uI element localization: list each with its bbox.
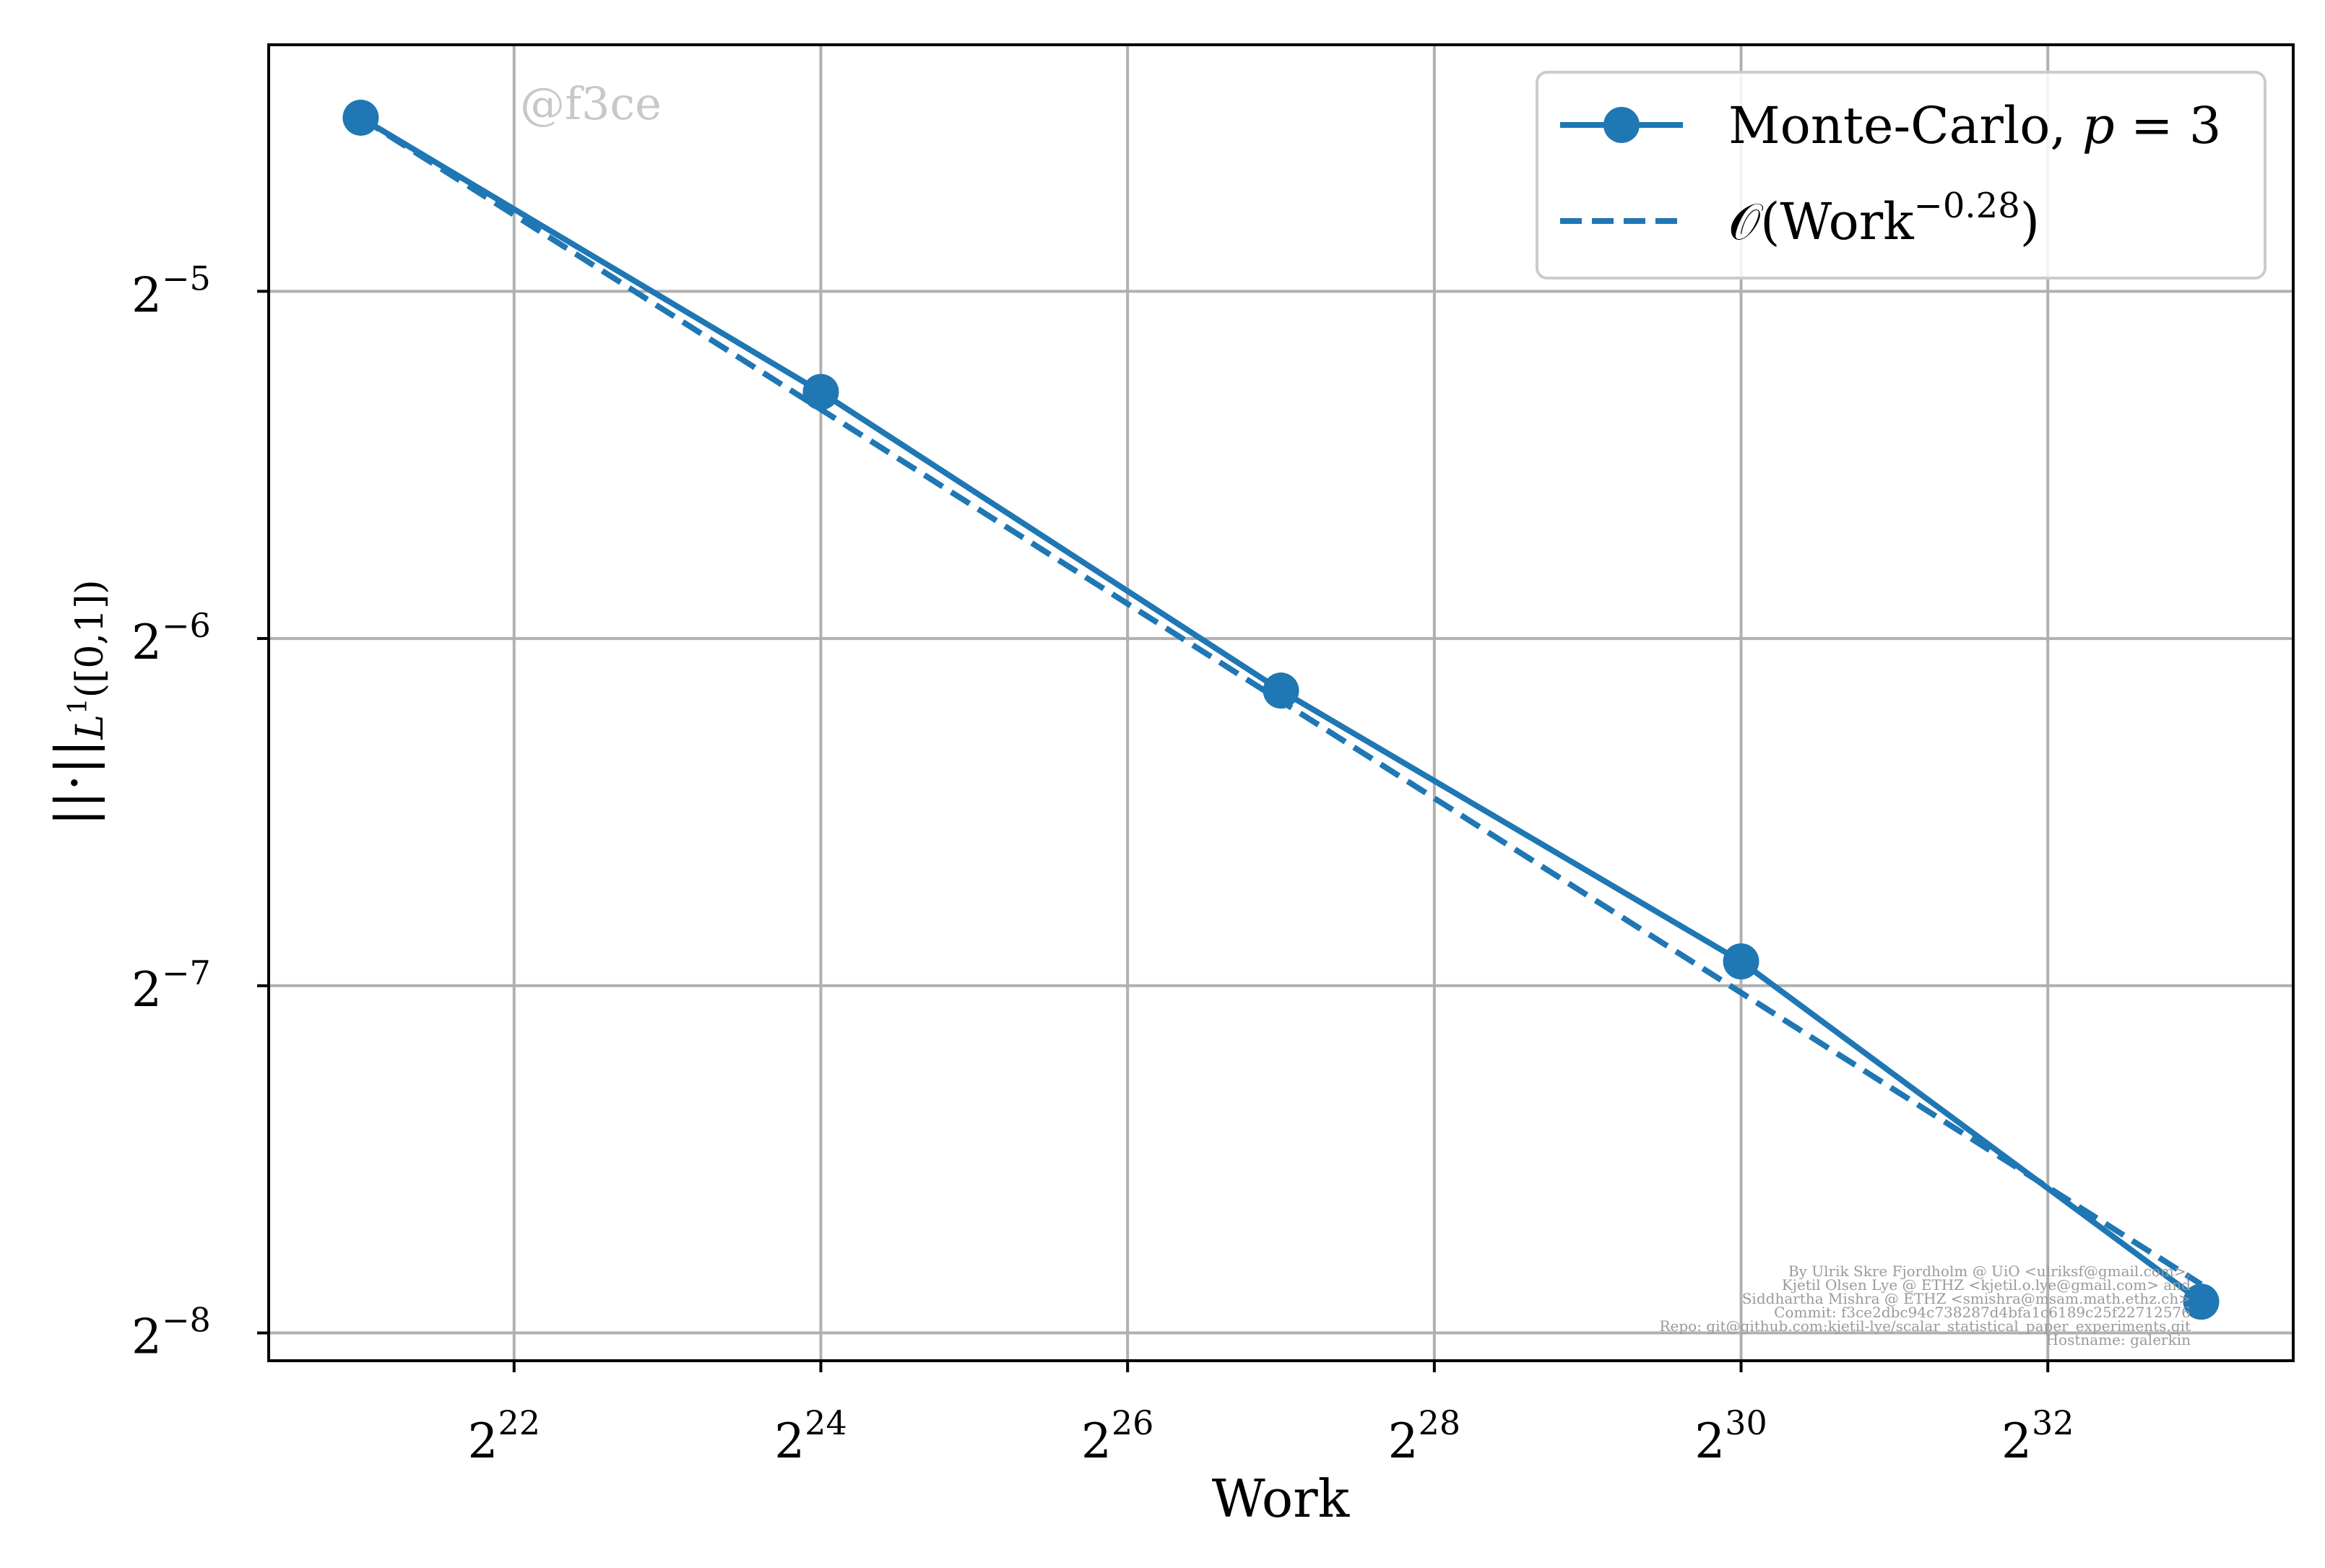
- y-tick-base: 2: [131, 962, 162, 1018]
- legend: Monte-Carlo, p = 3 𝒪(Work−0.28): [1536, 71, 2266, 280]
- x-tick-exp: 30: [1725, 1403, 1767, 1442]
- credits-line: Siddhartha Mishra @ ETHZ <smishra@msam.m…: [1742, 1290, 2191, 1307]
- x-tick-label: 226: [1081, 1403, 1154, 1469]
- legend-label-monte-carlo: Monte-Carlo, p = 3: [1728, 96, 2221, 155]
- svg-text:||·||L1([0,1]): ||·||L1([0,1]): [44, 579, 112, 826]
- credits-line: By Ulrik Skre Fjordholm @ UiO <ulriksf@g…: [1788, 1262, 2191, 1280]
- x-tick-base: 2: [1694, 1413, 1725, 1469]
- credits-line: Repo: git@github.com:kjetil-lye/scalar_s…: [1659, 1317, 2191, 1335]
- credits-block: By Ulrik Skre Fjordholm @ UiO <ulriksf@g…: [1659, 1262, 2191, 1348]
- watermark: @f3ce: [520, 77, 662, 130]
- series-layer: [342, 99, 2220, 1320]
- legend-label-fit-sup: −0.28: [1914, 186, 2020, 226]
- x-tick-exp: 32: [2032, 1403, 2074, 1442]
- y-tick-label: 2−7: [131, 953, 211, 1018]
- x-tick-base: 2: [1388, 1413, 1419, 1469]
- x-tick-base: 2: [774, 1413, 805, 1469]
- x-tick-base: 2: [2001, 1413, 2032, 1469]
- x-tick-base: 2: [1081, 1413, 1112, 1469]
- legend-label-monte-carlo-var: p: [2082, 96, 2115, 155]
- x-tick-exp: 28: [1419, 1403, 1461, 1442]
- data-point: [1263, 672, 1299, 709]
- legend-marker-monte-carlo: [1603, 107, 1640, 143]
- y-tick-label: 2−6: [131, 606, 211, 670]
- series-line-1: [359, 115, 2203, 1287]
- y-tick-exp: −8: [162, 1301, 211, 1340]
- x-tick-label: 224: [774, 1403, 847, 1469]
- y-tick-base: 2: [131, 1309, 162, 1365]
- y-tick-base: 2: [131, 615, 162, 670]
- credits-line: Commit: f3ce2dbc94c738287d4bfa1c6189c25f…: [1774, 1304, 2191, 1321]
- x-axis-label: Work: [1212, 1468, 1351, 1529]
- legend-label-fit-main: 𝒪(Work: [1728, 192, 1914, 251]
- legend-box: [1536, 71, 2266, 280]
- x-tick-label: 228: [1388, 1403, 1461, 1469]
- x-tick-base: 2: [467, 1413, 498, 1469]
- y-tick-label: 2−8: [131, 1301, 211, 1365]
- data-point: [802, 373, 839, 410]
- plot-frame: [267, 43, 2295, 1362]
- credits-line: Kjetil Olsen Lye @ ETHZ <kjetil.o.lye@gm…: [1782, 1276, 2191, 1294]
- data-point: [1723, 943, 1759, 980]
- y-tick-exp: −6: [162, 606, 211, 645]
- legend-label-fit: 𝒪(Work−0.28): [1728, 186, 2040, 251]
- x-tick-exp: 26: [1112, 1403, 1154, 1442]
- y-axis-label-sup: 1: [64, 698, 93, 714]
- x-tick-exp: 22: [498, 1403, 540, 1442]
- y-axis-label-sub-tail: ([0,1]): [69, 579, 112, 698]
- x-tick-exp: 24: [805, 1403, 847, 1442]
- y-tick-exp: −7: [162, 953, 211, 992]
- data-point: [342, 99, 379, 136]
- legend-label-monte-carlo-tail: = 3: [2115, 96, 2222, 155]
- legend-label-fit-tail: ): [2020, 192, 2040, 251]
- y-axis-label-norm: ||·||: [44, 740, 105, 826]
- credits-line: Hostname: galerkin: [2046, 1331, 2191, 1348]
- y-axis-label: ||·||L1([0,1]): [44, 579, 112, 826]
- y-tick-label: 2−5: [131, 259, 211, 323]
- grid: [269, 45, 2293, 1361]
- x-tick-label: 222: [467, 1403, 540, 1469]
- y-tick-base: 2: [131, 267, 162, 323]
- x-tick-label: 232: [2001, 1403, 2074, 1469]
- y-tick-exp: −5: [162, 259, 211, 298]
- y-axis-label-sub: L: [69, 714, 112, 740]
- data-point: [2183, 1283, 2220, 1320]
- x-tick-label: 230: [1694, 1403, 1767, 1469]
- legend-label-monte-carlo-main: Monte-Carlo,: [1728, 96, 2082, 155]
